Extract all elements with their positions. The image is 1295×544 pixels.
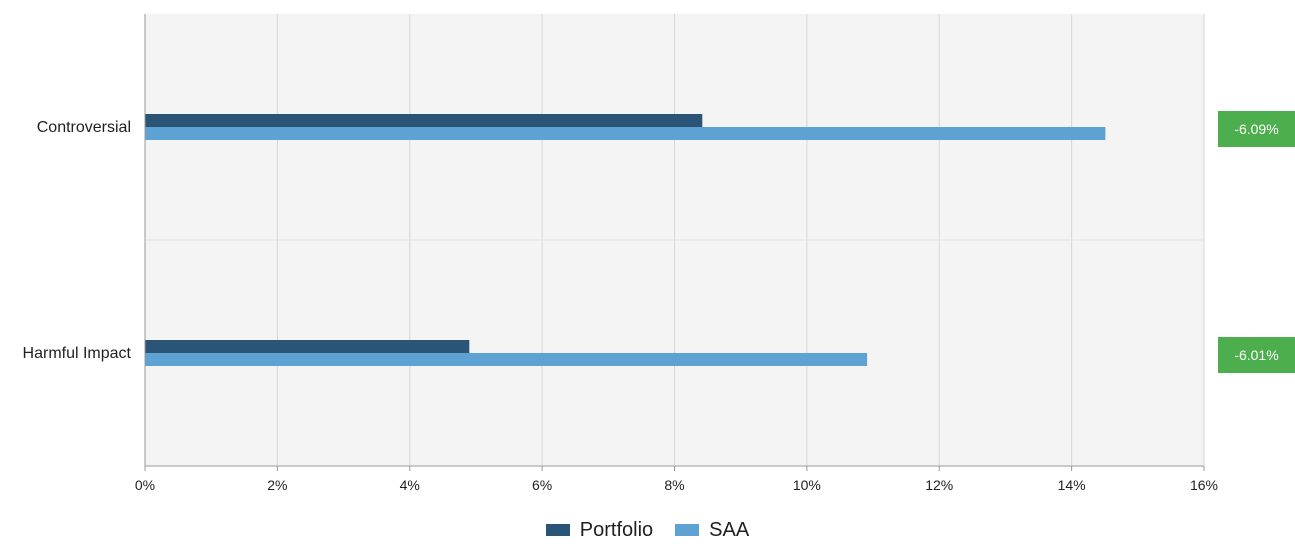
category-labels: Controversial Harmful Impact: [23, 119, 132, 362]
x-tick-label: 8%: [664, 477, 684, 493]
x-tick-label: 6%: [532, 477, 552, 493]
x-tick-label: 12%: [925, 477, 953, 493]
category-label: Controversial: [37, 119, 131, 136]
legend-label-saa: SAA: [709, 518, 750, 541]
legend-swatch-saa: [675, 524, 700, 536]
x-tick-label: 0%: [135, 477, 155, 493]
bar-saa-controversial[interactable]: [145, 127, 1106, 140]
x-tick-label: 4%: [400, 477, 420, 493]
x-tick-label: 10%: [793, 477, 821, 493]
category-label: Harmful Impact: [23, 345, 132, 362]
x-tick-label: 2%: [267, 477, 287, 493]
difference-badge: -6.09%: [1218, 111, 1295, 147]
x-axis: 0% 2% 4% 6% 8% 10% 12% 14% 16%: [135, 14, 1218, 493]
bars: [145, 114, 1106, 366]
difference-badge: -6.01%: [1218, 337, 1295, 373]
x-tick-label: 14%: [1058, 477, 1086, 493]
legend: Portfolio SAA: [0, 516, 1295, 544]
x-tick-label: 16%: [1190, 477, 1218, 493]
bar-saa-harmful-impact[interactable]: [145, 353, 868, 366]
bar-portfolio-harmful-impact[interactable]: [145, 340, 470, 353]
grid-lines: [145, 14, 1205, 466]
legend-item-saa[interactable]: SAA: [675, 519, 749, 542]
bar-portfolio-controversial[interactable]: [145, 114, 703, 127]
legend-label-portfolio: Portfolio: [579, 518, 654, 541]
legend-item-portfolio[interactable]: Portfolio: [545, 518, 654, 542]
legend-swatch-portfolio: [545, 524, 570, 536]
